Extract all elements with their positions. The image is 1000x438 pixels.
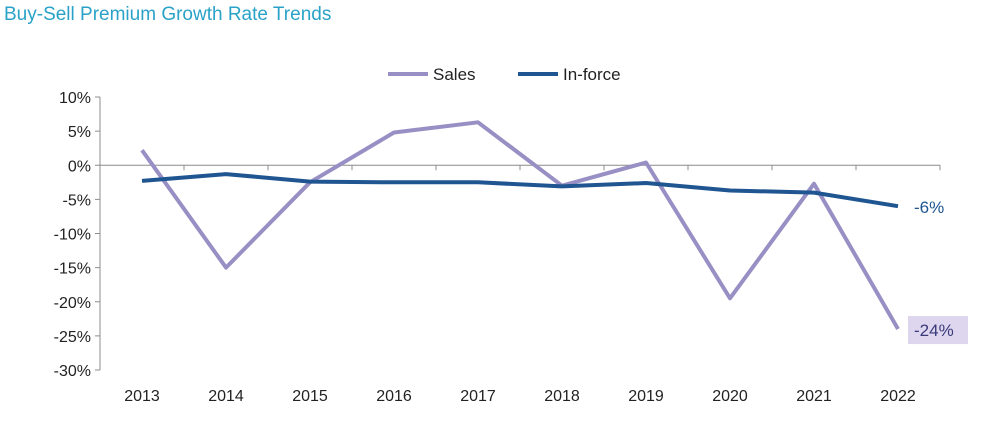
x-tick-label: 2022 [880,388,916,405]
x-tick-label: 2020 [712,388,748,405]
axes: 10% 5% 0% -5% -10% -15% -20% -25% -30% 2013 2014 20… [54,90,941,405]
x-tick-label: 2014 [208,388,244,405]
y-tick-label: -15% [54,261,91,278]
y-tick-label: 10% [59,90,91,107]
data-point [140,148,144,152]
data-point [728,189,732,193]
data-point [560,184,564,188]
series-line-sales [140,120,900,331]
data-point [140,179,144,183]
y-tick-label: -25% [54,329,91,346]
data-point [476,120,480,124]
legend: Sales In-force [388,65,621,84]
data-point [224,172,228,176]
x-tick-label: 2013 [124,388,160,405]
y-tick-label: 0% [68,158,91,175]
series-line-in-force [141,172,899,209]
x-tick-label: 2016 [376,388,412,405]
data-point [728,296,732,300]
legend-label: Sales [433,65,476,84]
data-point [644,161,648,165]
data-point [896,204,900,208]
y-tick-label: 5% [68,124,91,141]
data-label-box [908,316,968,345]
chart-title: Buy-Sell Premium Growth Rate Trends [4,4,332,25]
data-point [308,180,312,184]
series-layer [140,120,900,331]
data-point [476,180,480,184]
data-point [392,130,396,134]
y-tick-label: -30% [54,363,91,380]
x-tick-label: 2015 [292,388,328,405]
annotations: -6% -24% [908,198,968,345]
data-point [812,182,816,186]
data-point [644,181,648,185]
data-point [224,266,228,270]
x-tick-label: 2017 [460,388,496,405]
data-point [392,180,396,184]
data-label: -24% [914,321,954,340]
x-tick-label: 2019 [628,388,664,405]
legend-label: In-force [563,65,621,84]
data-point [896,327,900,331]
y-tick-label: -5% [63,192,91,209]
x-tick-label: 2021 [796,388,832,405]
y-tick-label: -10% [54,227,91,244]
data-label: -6% [914,198,944,217]
y-tick-label: -20% [54,295,91,312]
x-tick-label: 2018 [544,388,580,405]
data-point [812,191,816,195]
